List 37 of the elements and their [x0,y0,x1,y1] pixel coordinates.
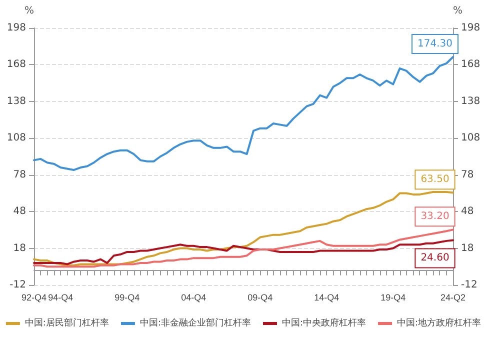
legend-label: 中国:中央政府杠杆率 [282,318,366,328]
legend-label: 中国:居民部门杠杆率 [24,318,109,328]
y2-tick-label: -12 [461,280,478,290]
y2-tick-label: 18 [461,242,474,254]
line-series [33,56,454,171]
x-tick-label: 99-Q4 [114,292,140,302]
y2-tick-label: 108 [461,132,480,144]
y-axis-title: % [24,6,34,16]
y-tick-label: 198 [6,22,26,34]
x-tick-label: 04-Q4 [181,292,206,302]
data-label: 24.60 [420,252,450,264]
x-tick-label: 94-Q4 [48,292,74,302]
y2-tick-label: 138 [461,96,480,107]
y-tick-label: 78 [13,169,26,180]
y2-tick-label: 168 [461,59,480,70]
x-tick-label: 24-Q2 [440,292,466,302]
legend-label: 中国:地方政府杠杆率 [397,318,482,328]
y2-tick-label: 198 [461,22,480,34]
y2-tick-label: 48 [461,206,474,218]
x-tick-label: 19-Q4 [380,292,406,302]
y-tick-label: 138 [6,96,26,107]
y2-axis-title: % [453,6,463,16]
y-tick-label: 48 [13,206,26,218]
y-tick-label: 18 [13,242,26,254]
x-tick-label: 92-Q4 [21,292,47,302]
data-label: 174.30 [418,38,452,50]
x-tick-label: 14-Q4 [314,292,340,302]
y-tick-label: 168 [6,59,26,70]
y2-tick-label: 78 [461,169,474,180]
y-tick-label: -12 [10,280,26,290]
line-series [33,228,454,268]
data-label: 63.50 [420,174,450,186]
line-series [33,239,454,266]
legend-label: 中国:非金融企业部门杠杆率 [140,318,252,328]
data-label: 33.20 [420,211,450,222]
y-tick-label: 108 [6,132,26,144]
x-tick-label: 09-Q4 [248,292,273,302]
